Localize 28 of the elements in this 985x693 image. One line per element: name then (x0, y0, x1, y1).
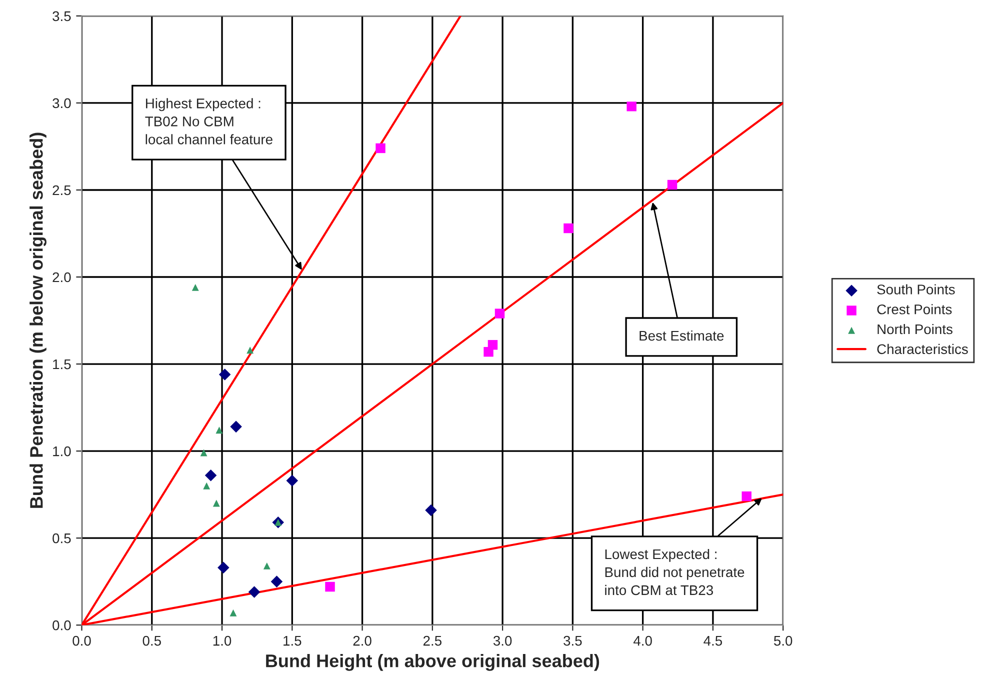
x-tick-label: 0.0 (72, 636, 91, 646)
annotation: Lowest Expected : Bund did not penetrate into CBM at TB23 (605, 548, 744, 596)
y-axis-title: Bund Penetration (m below original seabed) (30, 132, 46, 508)
y-tick-label: 3.0 (52, 98, 71, 108)
x-tick-label: 4.5 (704, 636, 722, 646)
x-tick-label: 1.0 (213, 636, 232, 646)
y-tick-label: 2.0 (52, 272, 71, 282)
y-tick-label: 2.5 (52, 185, 71, 196)
annotation: Highest Expected : TB02 No CBM local channel feature (145, 98, 272, 144)
x-axis-title: Bund Height (m above original seabed) (266, 654, 600, 671)
x-tick-label: 2.0 (353, 636, 372, 646)
legend-label: North Points (878, 324, 952, 334)
x-tick-label: 5.0 (774, 636, 792, 646)
x-tick-label: 0.5 (142, 636, 161, 646)
x-tick-label: 3.5 (564, 636, 582, 646)
x-tick-label: 3.0 (493, 636, 512, 646)
y-tick-label: 0.5 (52, 533, 71, 544)
y-tick-label: 1.5 (53, 360, 71, 370)
x-tick-label: 4.0 (633, 636, 652, 646)
legend-label: Crest Points (877, 304, 952, 314)
y-tick-label: 0.0 (52, 620, 71, 630)
legend-label: Characteristics (877, 344, 968, 354)
legend-label: South Points (877, 284, 955, 294)
y-tick-label: 3.5 (52, 11, 71, 22)
y-tick-label: 1.0 (53, 446, 71, 456)
annotation: Best Estimate (640, 330, 724, 341)
x-tick-label: 2.5 (423, 636, 442, 646)
x-tick-label: 1.5 (284, 636, 302, 646)
